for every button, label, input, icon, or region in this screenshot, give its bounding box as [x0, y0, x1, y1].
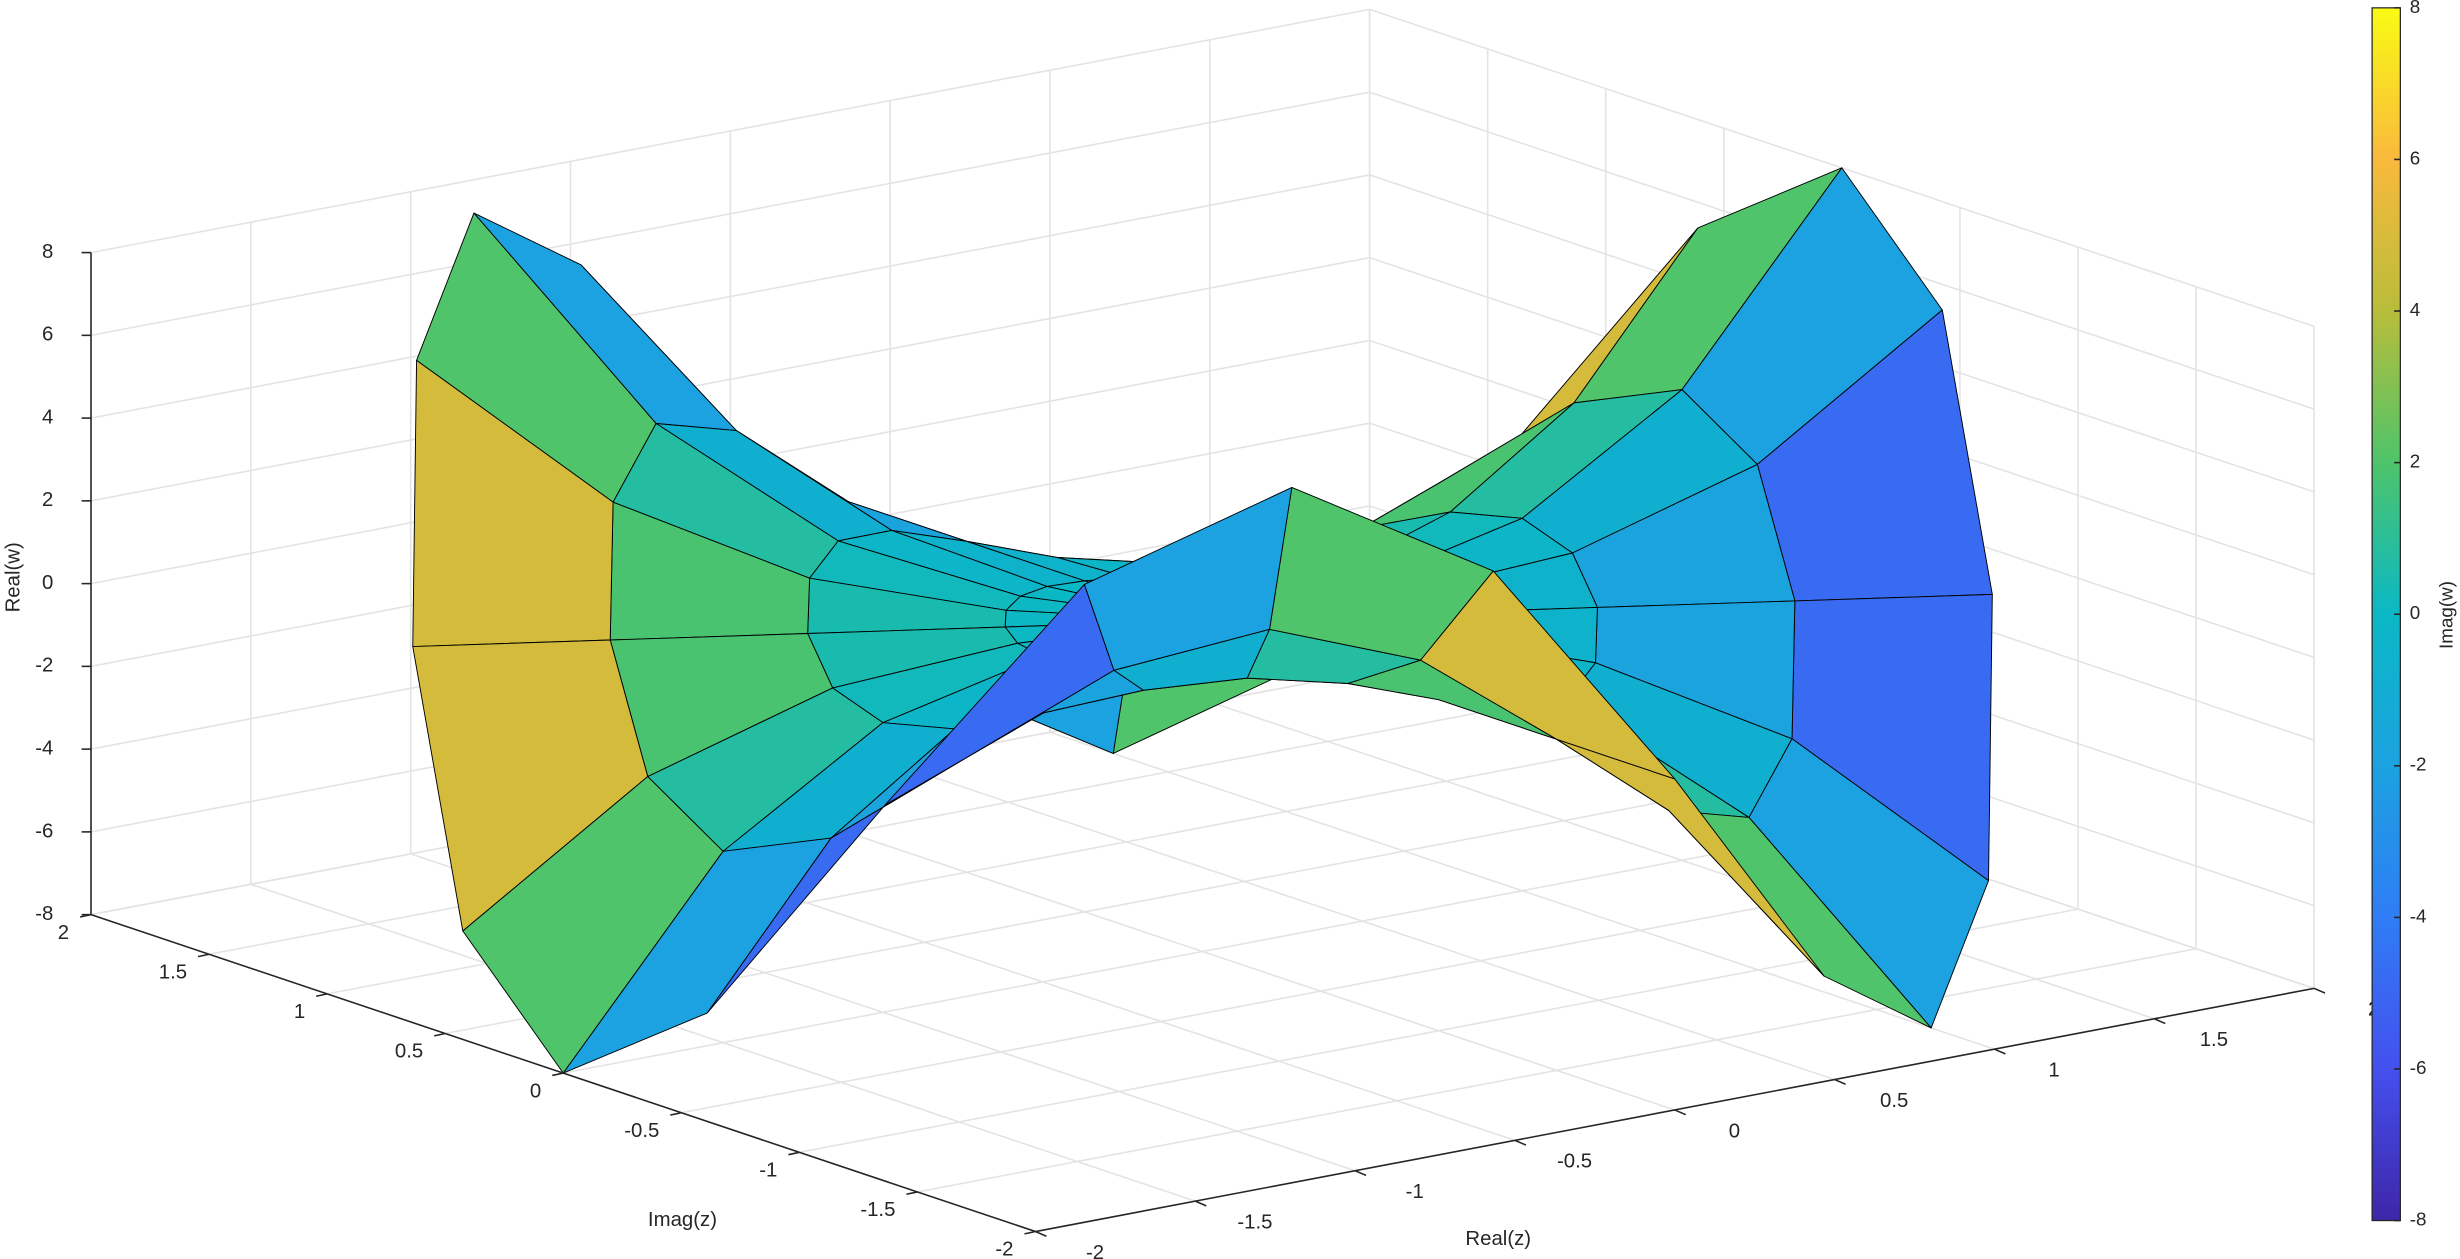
z-tick-label: 8	[42, 241, 53, 263]
colorbar-label: Imag(w)	[2435, 581, 2456, 649]
y-tick	[315, 993, 328, 997]
colorbar-tick-label: 2	[2410, 451, 2420, 472]
colorbar-tick-label: -6	[2410, 1057, 2427, 1078]
y-tick-label: 0.5	[395, 1041, 423, 1063]
x-tick-label: 1	[2048, 1060, 2059, 1082]
grid-line	[681, 868, 1961, 1114]
x-tick	[1354, 1170, 1367, 1177]
colorbar-tick-label: 0	[2410, 602, 2420, 623]
x-tick-label: -2	[1086, 1242, 1104, 1259]
colorbar-tick-label: 4	[2410, 299, 2420, 320]
y-tick-label: -1.5	[860, 1199, 895, 1221]
grid-line	[90, 8, 1370, 254]
y-tick	[552, 1072, 564, 1077]
x-tick-label: -0.5	[1557, 1151, 1592, 1173]
x-tick-label: -1	[1406, 1181, 1424, 1203]
grid-line	[90, 256, 1370, 502]
y-tick-label: -0.5	[624, 1120, 659, 1142]
z-tick-label: 6	[42, 324, 53, 346]
grid-line	[90, 91, 1370, 337]
colorbar-tick-label: -2	[2410, 754, 2427, 775]
colorbar-tick-label: 8	[2410, 0, 2420, 17]
y-tick-label: 1	[294, 1001, 305, 1023]
x-tick	[2153, 1018, 2166, 1025]
x-tick	[1514, 1139, 1527, 1146]
z-tick-label: 0	[42, 572, 53, 594]
x-tick	[1674, 1109, 1687, 1116]
x-tick-label: 0.5	[1880, 1090, 1908, 1112]
y-tick-label: 0	[530, 1080, 541, 1102]
colorbar-tick-label: 6	[2410, 147, 2420, 168]
y-tick	[197, 953, 210, 958]
axes: -2 -1.5 -1 -0.5 0 0.5 1 1.5 2 -2 -1.5 -1 -0.5 0 0.5 1 1.…	[35, 241, 2379, 1259]
z-tick-label: -8	[35, 903, 53, 925]
y-tick	[906, 1191, 918, 1196]
x-axis-label: Real(z)	[1465, 1228, 1531, 1250]
y-tick-label: -2	[995, 1239, 1013, 1259]
y-tick	[788, 1151, 800, 1156]
z-tick-label: -6	[35, 820, 53, 842]
y-axis-label: Imag(z)	[648, 1209, 717, 1231]
x-tick-label: 1.5	[2200, 1029, 2228, 1051]
surface	[412, 167, 1993, 1074]
z-tick-label: 2	[42, 489, 53, 511]
y-tick	[1024, 1230, 1036, 1235]
z-tick-label: -2	[35, 655, 53, 677]
x-tick	[2313, 987, 2326, 994]
z-tick-label: 4	[42, 406, 53, 428]
grid-line	[563, 829, 1842, 1074]
surface-patch	[1083, 487, 1293, 671]
y-tick-label: 2	[58, 922, 69, 944]
x-tick-label: 0	[1729, 1120, 1740, 1142]
x-tick-label: -1.5	[1237, 1212, 1272, 1234]
y-tick	[670, 1111, 682, 1116]
y-tick-label: 1.5	[159, 961, 187, 983]
z-axis-label: Real(w)	[3, 542, 25, 612]
y-tick	[434, 1032, 446, 1037]
colorbar-tick-label: -8	[2410, 1209, 2427, 1230]
x-tick	[1994, 1048, 2006, 1055]
grid-line	[90, 174, 1370, 419]
grid-line	[917, 947, 2197, 1193]
x-tick	[1194, 1200, 1207, 1207]
x-tick	[1035, 1230, 1047, 1237]
colorbar-tick-label: -4	[2410, 905, 2427, 926]
y-tick-label: -1	[759, 1160, 777, 1182]
z-tick-label: -4	[35, 738, 53, 760]
x-tick	[1834, 1078, 1846, 1085]
